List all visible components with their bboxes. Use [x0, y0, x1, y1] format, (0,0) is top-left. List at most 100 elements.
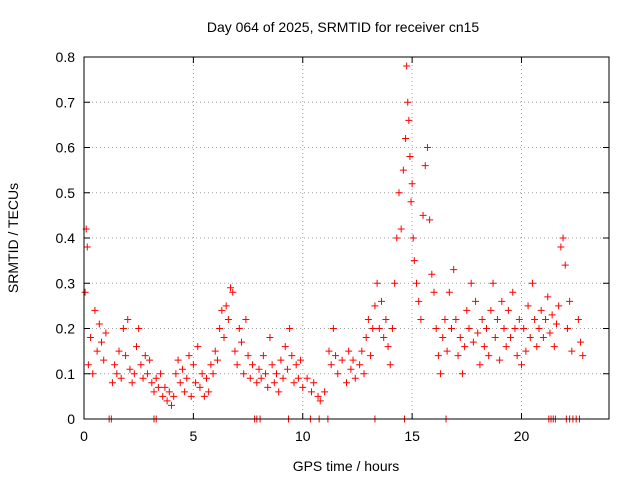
data-point — [476, 361, 484, 369]
data-point — [308, 388, 315, 396]
data-point — [242, 315, 250, 323]
y-tick-label: 0.1 — [56, 366, 76, 382]
data-point — [409, 234, 417, 242]
data-point — [159, 392, 167, 400]
data-point — [423, 144, 431, 151]
data-point — [345, 347, 353, 355]
data-point — [233, 361, 241, 369]
data-point — [406, 153, 414, 161]
data-point — [98, 338, 105, 346]
data-point — [483, 325, 490, 332]
data-point — [410, 257, 418, 265]
data-point — [537, 306, 545, 314]
data-point — [108, 379, 116, 387]
data-point — [388, 325, 396, 332]
data-point — [185, 352, 193, 360]
data-point — [522, 347, 530, 355]
data-point — [509, 288, 517, 296]
data-point — [405, 116, 413, 124]
data-point — [213, 356, 221, 364]
data-point — [224, 315, 232, 323]
data-point — [404, 98, 412, 106]
data-point — [205, 388, 213, 396]
data-point — [520, 325, 528, 332]
data-point — [292, 361, 300, 369]
data-point — [111, 361, 119, 369]
data-point — [165, 388, 173, 396]
data-point — [316, 397, 324, 405]
data-point — [393, 234, 401, 242]
data-point — [257, 374, 265, 382]
data-point — [264, 383, 272, 391]
data-point — [290, 379, 298, 387]
data-point — [227, 284, 235, 292]
data-point — [351, 374, 359, 382]
y-tick-label: 0 — [67, 411, 75, 427]
data-point — [349, 356, 357, 364]
data-point — [135, 325, 143, 332]
data-point — [100, 356, 108, 364]
data-point — [408, 180, 416, 188]
data-point — [281, 343, 289, 351]
data-point — [174, 356, 182, 364]
data-point — [139, 374, 147, 382]
data-point — [518, 361, 525, 369]
data-point — [84, 361, 92, 369]
data-point — [474, 329, 482, 337]
data-point — [146, 356, 154, 364]
data-point — [467, 279, 475, 287]
data-point — [321, 388, 329, 396]
data-point — [445, 288, 453, 296]
data-point — [102, 329, 110, 337]
data-point — [531, 315, 539, 323]
data-point — [559, 234, 567, 242]
data-point — [113, 370, 121, 378]
data-point — [395, 189, 403, 197]
data-point — [480, 343, 488, 351]
data-point — [95, 320, 103, 328]
data-point — [428, 270, 436, 278]
data-point — [141, 352, 149, 360]
data-point — [273, 370, 280, 378]
data-point — [277, 356, 285, 364]
data-point — [229, 288, 237, 296]
data-point — [209, 370, 217, 378]
data-point — [347, 365, 355, 373]
data-point — [443, 347, 451, 355]
data-point — [469, 338, 477, 346]
chart-title: Day 064 of 2025, SRMTID for receiver cn1… — [207, 19, 480, 35]
y-tick-label: 0.8 — [56, 49, 76, 65]
data-point — [535, 325, 543, 332]
data-point — [253, 379, 261, 387]
data-point — [568, 347, 576, 355]
data-point — [128, 379, 136, 387]
data-point — [362, 334, 370, 342]
data-point — [286, 325, 294, 332]
y-tick-label: 0.2 — [56, 321, 76, 337]
data-point — [356, 361, 364, 369]
data-point — [426, 216, 434, 224]
data-point — [157, 370, 165, 378]
data-point — [566, 297, 574, 305]
data-point — [515, 315, 523, 323]
data-point — [542, 315, 550, 323]
data-point — [553, 320, 560, 328]
data-point — [81, 288, 89, 296]
data-point — [441, 315, 449, 323]
data-point — [493, 315, 501, 323]
data-point — [500, 325, 508, 332]
data-point — [91, 306, 99, 314]
data-point — [176, 379, 184, 387]
data-point — [478, 315, 486, 323]
x-axis-label: GPS time / hours — [293, 458, 400, 474]
data-point — [533, 343, 541, 351]
data-point — [216, 325, 224, 332]
data-point — [496, 356, 504, 364]
data-point — [275, 388, 283, 396]
data-point — [502, 343, 510, 351]
data-point — [472, 297, 480, 305]
data-point — [170, 392, 178, 400]
data-point — [415, 297, 423, 305]
data-point — [329, 325, 337, 332]
data-point — [222, 302, 230, 310]
